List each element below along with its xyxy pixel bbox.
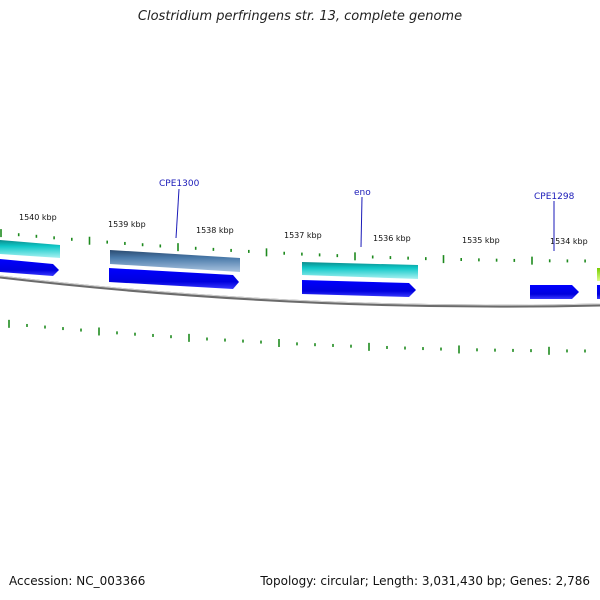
kbp-labels: 1540 kbp 1539 kbp 1538 kbp 1537 kbp 1536… <box>19 213 588 246</box>
cds-arrow[interactable] <box>530 285 579 299</box>
kbp-label: 1536 kbp <box>373 234 411 243</box>
kbp-label: 1538 kbp <box>196 226 234 235</box>
feature-bar-teal[interactable] <box>0 240 60 258</box>
cds-arrows <box>0 259 600 299</box>
feature-bar-steel[interactable] <box>110 250 240 272</box>
inner-tick-ring <box>8 319 586 355</box>
feature-bar-teal[interactable] <box>302 262 418 279</box>
outer-tick-ring <box>0 229 586 265</box>
genome-backbone-highlight <box>0 275 600 306</box>
genome-stats-text: Topology: circular; Length: 3,031,430 bp… <box>260 574 590 588</box>
genome-title: Clostridium perfringens str. 13, complet… <box>137 9 463 24</box>
kbp-label: 1534 kbp <box>550 237 588 246</box>
kbp-label: 1537 kbp <box>284 231 322 240</box>
rna-features <box>0 240 600 281</box>
gene-leader-line <box>360 196 363 248</box>
cds-arrow[interactable] <box>109 268 239 289</box>
cds-arrow[interactable] <box>597 285 600 299</box>
cds-arrow[interactable] <box>0 259 59 276</box>
gene-label-cpe1298[interactable]: CPE1298 <box>534 192 575 202</box>
gene-label-cpe1300[interactable]: CPE1300 <box>159 179 200 189</box>
gene-labels: CPE1300 eno CPE1298 <box>159 179 575 251</box>
accession-text: Accession: NC_003366 <box>9 574 146 588</box>
genome-backbone <box>0 275 600 308</box>
kbp-label: 1535 kbp <box>462 236 500 245</box>
gene-label-eno[interactable]: eno <box>354 188 371 198</box>
feature-bar-partial[interactable] <box>597 268 600 281</box>
gene-leader-line <box>175 188 180 239</box>
kbp-label: 1539 kbp <box>108 220 146 229</box>
kbp-label: 1540 kbp <box>19 213 57 222</box>
cds-arrow[interactable] <box>302 280 416 297</box>
